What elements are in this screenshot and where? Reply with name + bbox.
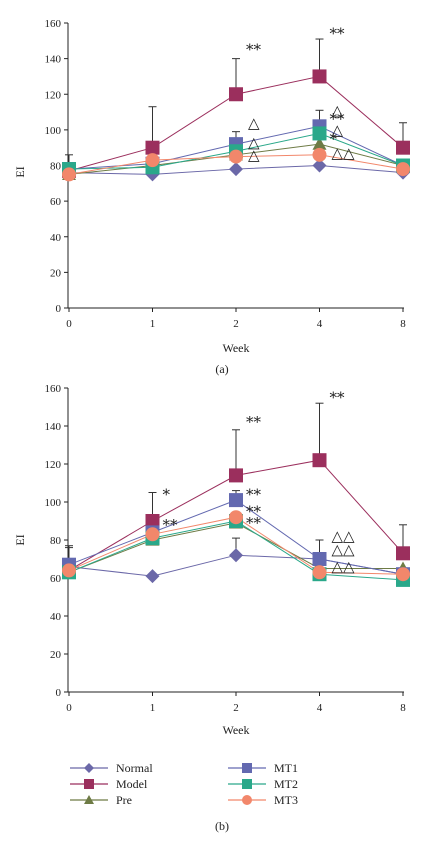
panel-b-significance-triangle: △△ bbox=[332, 558, 356, 576]
panel-b-mt3-point bbox=[145, 527, 160, 542]
panel-b-significance-star: ** bbox=[246, 485, 262, 503]
panel-b-model-point bbox=[145, 514, 160, 528]
panel-b-y-tick-label: 0 bbox=[56, 687, 62, 699]
panel-a-significance-triangle: △ bbox=[248, 133, 260, 151]
panel-b-mt3-point bbox=[396, 567, 410, 582]
panel-a-x-tick-label: 1 bbox=[150, 318, 156, 330]
panel-a-significance-star: * bbox=[330, 130, 338, 148]
panel-a-y-tick-label: 0 bbox=[56, 303, 62, 315]
panel-a-x-tick-label: 8 bbox=[400, 318, 406, 330]
panel-b-y-tick-label: 40 bbox=[50, 611, 62, 623]
panel-b-y-axis-title: EI bbox=[13, 534, 27, 545]
panel-b-x-tick-label: 8 bbox=[400, 702, 406, 714]
legend-model-marker bbox=[84, 779, 94, 789]
panel-a-y-tick-label: 140 bbox=[45, 54, 62, 66]
panel-a-y-tick-label: 80 bbox=[50, 161, 62, 173]
panel-a-normal-point bbox=[312, 158, 327, 173]
panel-a-mt3-point bbox=[396, 162, 410, 177]
panel-a-y-tick-label: 40 bbox=[50, 232, 62, 244]
legend-normal-label: Normal bbox=[116, 761, 153, 775]
panel-a-significance-star: ** bbox=[246, 41, 262, 59]
panel-a-y-tick-label: 120 bbox=[45, 89, 62, 101]
panel-a-mt3-point bbox=[312, 147, 327, 162]
panel-b-y-tick-label: 160 bbox=[45, 383, 62, 395]
panel-a-mt3-point bbox=[229, 149, 243, 164]
panel-b-significance-triangle: △△ bbox=[332, 541, 356, 559]
panel-b-y-tick-label: 80 bbox=[50, 535, 62, 547]
panel-b-x-tick-label: 0 bbox=[66, 702, 72, 714]
panel-a-y-axis-title: EI bbox=[13, 166, 27, 177]
panel-a-y-tick-label: 60 bbox=[50, 196, 62, 208]
panel-b-mt3-point bbox=[229, 510, 243, 525]
panel-a-model-point bbox=[145, 140, 160, 155]
legend-mt2-marker bbox=[242, 779, 252, 789]
panel-b-x-tick-label: 2 bbox=[233, 702, 239, 714]
panel-a-significance-triangle: △ bbox=[248, 146, 260, 164]
panel-a-y-tick-label: 100 bbox=[45, 125, 62, 137]
legend-mt1-marker bbox=[242, 763, 252, 773]
panel-a-x-tick-label: 4 bbox=[317, 318, 323, 330]
panel-b-x-axis-title: Week bbox=[222, 723, 249, 737]
panel-b-y-tick-label: 20 bbox=[50, 649, 62, 661]
panel-a-significance-triangle: △ bbox=[332, 101, 344, 119]
legend: Normal Model Pre MT1 MT2 MT3 bbox=[70, 761, 298, 807]
panel-a-significance-triangle: △△ bbox=[332, 144, 356, 162]
legend-pre-marker bbox=[84, 795, 94, 804]
panel-b-significance-star: ** bbox=[163, 516, 179, 534]
panel-b-significance-star: ** bbox=[246, 503, 262, 521]
legend-normal-marker bbox=[84, 763, 94, 773]
panel-a-mt2-point bbox=[312, 126, 327, 141]
panel-a-significance-star: ** bbox=[330, 110, 346, 128]
panel-b-mt1-point bbox=[312, 552, 327, 566]
panel-a-model-point bbox=[396, 140, 410, 155]
panel-a-x-tick-label: 2 bbox=[233, 318, 239, 330]
legend-model-label: Model bbox=[116, 777, 148, 791]
panel-b-y-tick-label: 140 bbox=[45, 421, 62, 433]
panel-b-significance-star: ** bbox=[330, 389, 346, 407]
panel-a-pre-point bbox=[312, 137, 327, 150]
panel-a-x-axis-title: Week bbox=[222, 341, 249, 355]
panel-a-label: (a) bbox=[215, 362, 228, 376]
panel-a-significance-triangle: △ bbox=[248, 114, 260, 132]
panel-b-model-point bbox=[229, 468, 243, 483]
panel-b-normal-point bbox=[145, 569, 160, 584]
panel-b-x-tick-label: 4 bbox=[317, 702, 323, 714]
legend-mt2-label: MT2 bbox=[274, 777, 298, 791]
legend-mt3-marker bbox=[242, 795, 252, 805]
panel-a-significance-star: ** bbox=[330, 25, 346, 43]
panel-b-mt3-point bbox=[62, 563, 76, 578]
panel-a-x-tick-label: 0 bbox=[66, 318, 72, 330]
panel-b-normal-point bbox=[229, 548, 243, 563]
panel-b-model-point bbox=[312, 453, 327, 468]
legend-mt3-label: MT3 bbox=[274, 793, 298, 807]
panel-a-significance-triangle: △ bbox=[332, 121, 344, 139]
panel-a-y-tick-label: 160 bbox=[45, 18, 62, 30]
panel-a-y-tick-label: 20 bbox=[50, 267, 62, 279]
panel-b-significance-triangle: △△ bbox=[332, 527, 356, 545]
panel-b-x-tick-label: 1 bbox=[150, 702, 156, 714]
panel-b-label: (b) bbox=[215, 819, 229, 833]
panel-a-model-point bbox=[312, 69, 327, 84]
panel-b-significance-star: ** bbox=[246, 514, 262, 532]
legend-pre-label: Pre bbox=[116, 793, 132, 807]
panel-b-significance-star: * bbox=[163, 485, 171, 503]
panel-a-mt3-point bbox=[145, 153, 160, 168]
panel-b-significance-star: ** bbox=[246, 413, 262, 431]
legend-mt1-label: MT1 bbox=[274, 761, 298, 775]
panel-b-y-tick-label: 120 bbox=[45, 459, 62, 471]
panel-a-model-point bbox=[229, 87, 243, 102]
panel-a-mt3-point bbox=[62, 167, 76, 182]
panel-a-normal-point bbox=[229, 162, 243, 177]
panel-b-model-point bbox=[396, 546, 410, 561]
panel-b-y-tick-label: 100 bbox=[45, 497, 62, 509]
panel-b-y-tick-label: 60 bbox=[50, 573, 62, 585]
panel-b-mt3-point bbox=[312, 565, 327, 580]
panel-b-mt1-point bbox=[229, 493, 243, 508]
